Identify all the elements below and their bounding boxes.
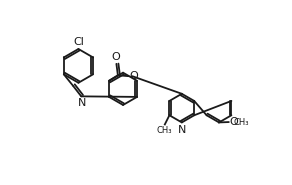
Text: CH₃: CH₃: [157, 126, 172, 135]
Text: O: O: [130, 71, 138, 81]
Text: O: O: [112, 52, 120, 62]
Text: Cl: Cl: [73, 37, 84, 47]
Text: CH₃: CH₃: [233, 117, 249, 127]
Text: N: N: [77, 98, 86, 108]
Text: N: N: [178, 125, 186, 135]
Text: O: O: [229, 117, 238, 127]
